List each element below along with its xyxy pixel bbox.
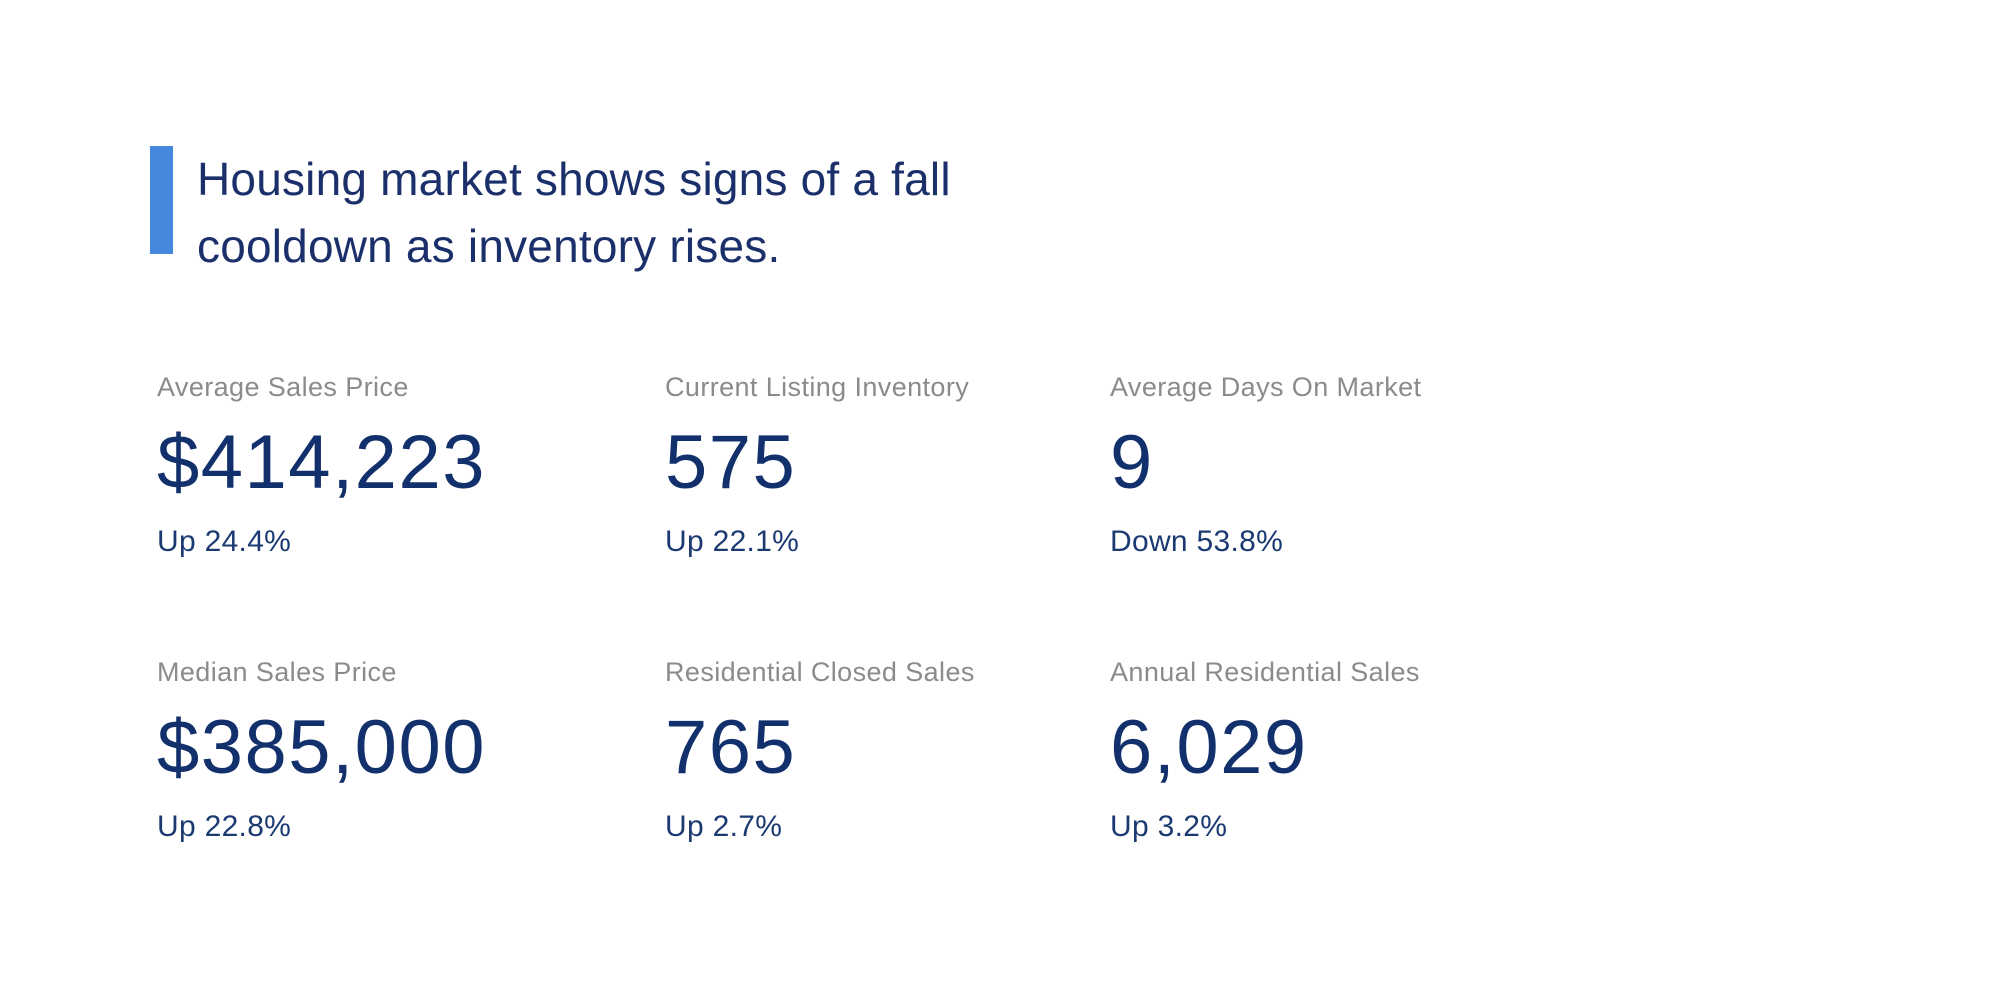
stat-label: Current Listing Inventory [665, 372, 970, 402]
stat-change: Up 22.1% [665, 524, 800, 558]
stat-value: 575 [665, 420, 797, 505]
page-title: Housing market shows signs of a fall coo… [197, 146, 951, 280]
stat-change: Down 53.8% [1110, 524, 1284, 558]
title-accent-bar [150, 146, 173, 254]
page-title-line-2: cooldown as inventory rises. [197, 220, 781, 272]
stat-value: 765 [665, 705, 797, 790]
stats-grid: Average Sales Price $414,223 Up 24.4% Cu… [157, 372, 1670, 942]
stat-change: Up 2.7% [665, 809, 783, 843]
stat-change: Up 24.4% [157, 524, 292, 558]
stat-label: Average Days On Market [1110, 372, 1422, 402]
stat-label: Residential Closed Sales [665, 657, 975, 687]
stat-label: Annual Residential Sales [1110, 657, 1420, 687]
stat-card-average-sales-price: Average Sales Price $414,223 Up 24.4% [157, 372, 665, 559]
page-title-line-1: Housing market shows signs of a fall [197, 153, 951, 205]
stat-label: Average Sales Price [157, 372, 409, 402]
stat-value: $385,000 [157, 705, 486, 790]
stat-card-current-listing-inventory: Current Listing Inventory 575 Up 22.1% [665, 372, 1110, 559]
stat-card-residential-closed-sales: Residential Closed Sales 765 Up 2.7% [665, 657, 1110, 844]
stat-value: 6,029 [1110, 705, 1308, 790]
stat-value: $414,223 [157, 420, 486, 505]
stat-change: Up 22.8% [157, 809, 292, 843]
stat-value: 9 [1110, 420, 1154, 505]
stat-label: Median Sales Price [157, 657, 397, 687]
stat-change: Up 3.2% [1110, 809, 1228, 843]
stat-card-average-days-on-market: Average Days On Market 9 Down 53.8% [1110, 372, 1670, 559]
stat-card-median-sales-price: Median Sales Price $385,000 Up 22.8% [157, 657, 665, 844]
header: Housing market shows signs of a fall coo… [150, 146, 951, 280]
stat-card-annual-residential-sales: Annual Residential Sales 6,029 Up 3.2% [1110, 657, 1670, 844]
